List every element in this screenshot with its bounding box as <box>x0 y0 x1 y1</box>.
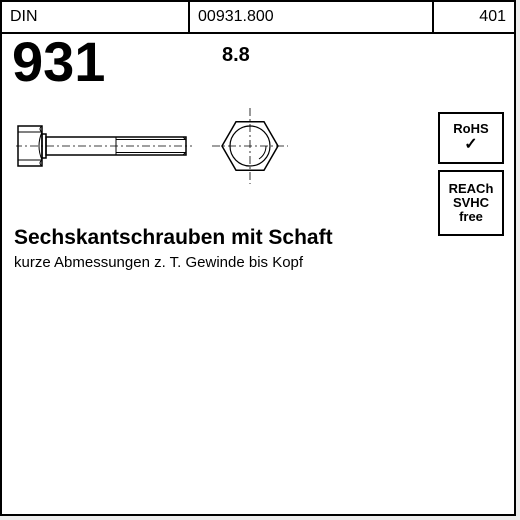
grade-label: 8.8 <box>222 44 250 67</box>
header-col-num: 401 <box>432 2 514 32</box>
reach-line3: free <box>459 210 483 224</box>
rohs-badge: RoHS ✓ <box>438 112 504 164</box>
rohs-label: RoHS <box>453 122 488 136</box>
din-number: 931 <box>12 34 105 90</box>
bolt-drawings-svg <box>16 102 346 192</box>
product-subtitle: kurze Abmessungen z. T. Gewinde bis Kopf <box>14 254 303 271</box>
bolt-side-view <box>16 126 192 166</box>
header-code-value: 00931.800 <box>198 8 274 26</box>
header-col-din: DIN <box>2 2 188 32</box>
bolt-hex-view <box>212 108 288 184</box>
product-card: DIN 00931.800 401 931 8.8 <box>0 0 516 516</box>
product-title: Sechskantschrauben mit Schaft <box>14 226 333 250</box>
header-num-value: 401 <box>479 8 506 26</box>
header-col-code: 00931.800 <box>188 2 432 32</box>
header-din-label: DIN <box>10 8 38 26</box>
check-icon: ✓ <box>464 136 477 154</box>
reach-line2: SVHC <box>453 196 489 210</box>
reach-line1: REACh <box>449 182 494 196</box>
reach-badge: REACh SVHC free <box>438 170 504 236</box>
technical-drawings <box>16 102 346 197</box>
